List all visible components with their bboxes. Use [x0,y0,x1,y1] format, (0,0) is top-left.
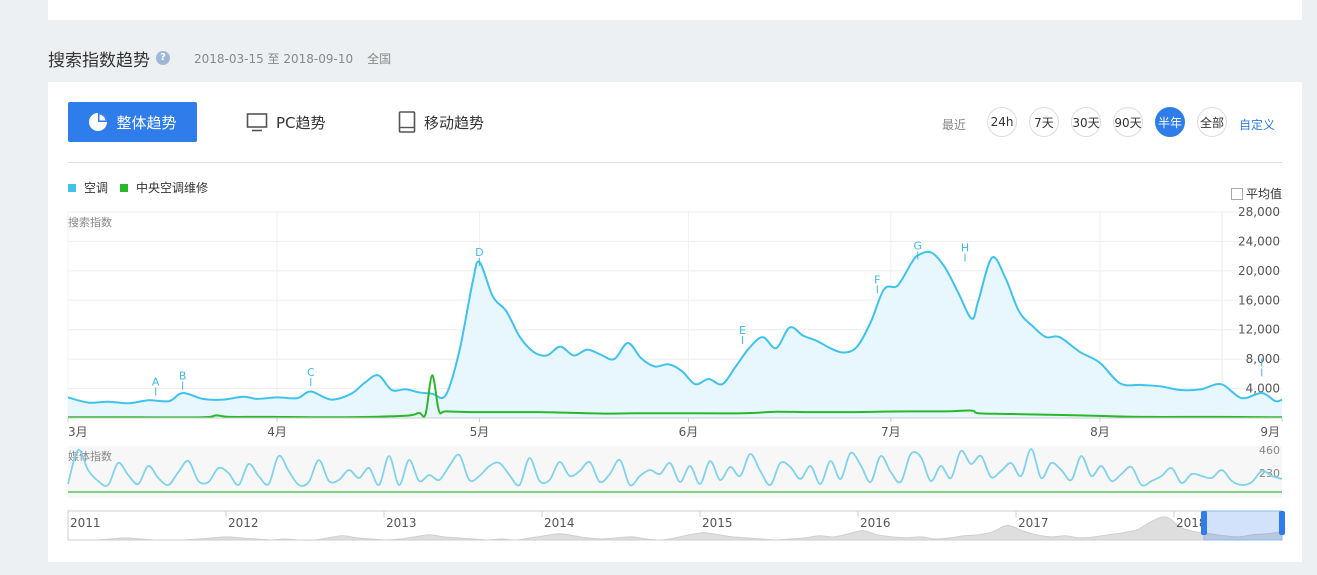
x-tick-label: 3月 [68,425,88,439]
tab-pc-label: PC趋势 [276,113,326,132]
section-header: 搜索指数趋势 ? 2018-03-15 至 2018-09-10 全国 [48,44,391,72]
tablet-icon [398,111,416,133]
x-tick-label: 4月 [267,425,287,439]
pie-icon [89,113,108,131]
peak-label: H [961,242,969,255]
legend-label-kongtiao[interactable]: 空调 [84,181,109,195]
tab-overall-label: 整体趋势 [116,113,177,132]
range-custom-link[interactable]: 自定义 [1239,118,1276,132]
legend-swatch-repair [120,183,129,192]
navigator-year-label: 2013 [386,516,417,530]
peak-label: I [1260,356,1263,369]
monitor-icon [246,113,268,132]
chart-area: 4,000 8,000 12,000 16,000 20,000 24,000 28,000… [67,205,1285,541]
y-tick-label: 28,000 [1238,205,1280,219]
peak-label: B [179,370,187,383]
region: 全国 [367,51,392,66]
navigator-year-label: 2012 [228,516,259,530]
divider [68,162,1282,163]
x-tick-label: 6月 [679,425,699,439]
y-tick-label: 20,000 [1238,264,1280,278]
peak-label: C [307,366,315,379]
navigator-selection [1203,510,1283,541]
tab-pc[interactable]: PC趋势 [246,102,326,142]
tab-mobile[interactable]: 移动趋势 [398,102,484,142]
range-7d-button[interactable]: 7天 [1029,107,1059,137]
average-toggle[interactable]: 平均值 [1231,185,1282,202]
trend-panel: 整体趋势 PC趋势 移动趋势 最近 24h 7天 30天 90天 半年 全部 自… [48,82,1302,562]
y-axis-title: 搜索指数 [68,215,112,229]
navigator-year-label: 2011 [70,516,101,530]
legend-label-repair[interactable]: 中央空调维修 [136,181,209,195]
media-y-tick-label: 460 [1259,444,1280,457]
y-tick-label: 12,000 [1238,323,1280,337]
series-line-repair [68,374,1283,419]
y-tick-label: 16,000 [1238,293,1280,307]
x-tick-label: 5月 [470,425,490,439]
legend: 空调 中央空调维修 [68,179,220,196]
navigator-year-label: 2014 [544,516,575,530]
navigator-handle-right[interactable] [1279,511,1285,535]
peak-label: D [475,246,483,259]
navigator-area [67,516,1283,541]
y-tick-label: 24,000 [1238,234,1280,248]
average-label: 平均值 [1246,187,1283,201]
series-area-kongtiao [68,251,1282,418]
average-checkbox[interactable] [1231,187,1243,200]
range-24h-button[interactable]: 24h [987,107,1017,137]
media-line-kongtiao [67,448,1283,487]
section-title: 搜索指数趋势 [48,50,150,71]
y-tick-label: 4,000 [1246,382,1280,396]
media-axis-title: 媒体指数 [68,449,112,463]
series-line-kongtiao [67,250,1283,405]
peak-label: F [874,273,880,286]
x-tick-label: 8月 [1090,425,1110,439]
navigator-handle-left[interactable] [1201,511,1207,535]
date-range: 2018-03-15 至 2018-09-10 [194,51,354,66]
range-30d-button[interactable]: 30天 [1071,107,1101,137]
navigator-year-label: 2016 [860,516,891,530]
tab-mobile-label: 移动趋势 [424,113,485,132]
legend-swatch-kongtiao [68,183,76,192]
peak-label: G [914,239,923,252]
help-icon[interactable]: ? [156,51,170,65]
navigator-year-label: 2017 [1018,516,1049,530]
tab-overall[interactable]: 整体趋势 [68,102,197,142]
range-90d-button[interactable]: 90天 [1113,107,1143,137]
previous-panel-edge [48,0,1302,20]
y-tick-label: 8,000 [1246,352,1280,366]
navigator-frame [67,510,1283,541]
range-label: 最近 [942,118,967,132]
peak-label: A [152,376,160,389]
range-all-button[interactable]: 全部 [1197,107,1227,137]
x-tick-label: 9月 [1260,425,1280,439]
range-half-year-button[interactable]: 半年 [1155,107,1185,137]
x-tick-label: 7月 [881,425,901,439]
navigator-year-label: 2018 [1176,516,1207,530]
peak-label: E [739,324,746,337]
navigator-year-label: 2015 [702,516,733,530]
